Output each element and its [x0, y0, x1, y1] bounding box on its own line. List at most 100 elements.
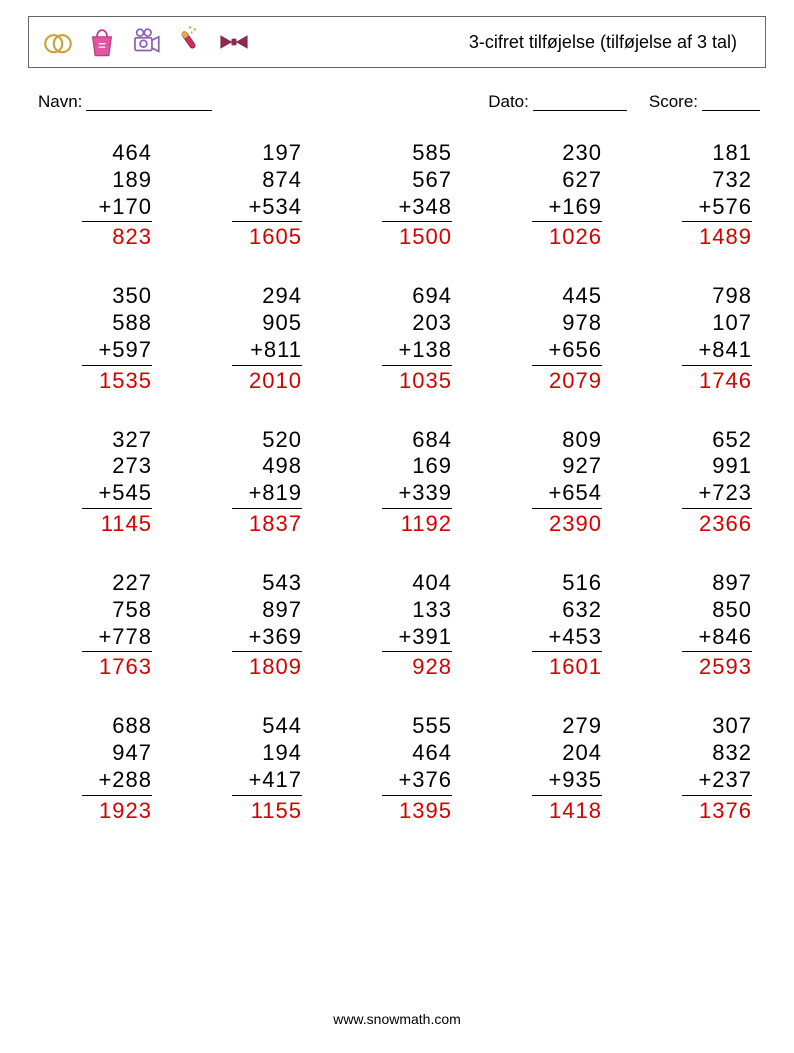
problem-21: 688947+2881923	[42, 713, 152, 824]
answer: 1605	[249, 222, 302, 251]
addend-b: 203	[412, 310, 452, 337]
problem-11: 327273+5451145	[42, 427, 152, 538]
wedding-rings-icon	[41, 25, 75, 59]
answer: 1035	[399, 366, 452, 395]
addend-a: 307	[712, 713, 752, 740]
addend-a: 652	[712, 427, 752, 454]
answer: 928	[412, 652, 452, 681]
problem-1: 464189+170823	[42, 140, 152, 251]
problem-17: 543897+3691809	[192, 570, 302, 681]
shopping-bag-icon	[85, 25, 119, 59]
addend-c: +417	[232, 767, 302, 796]
problem-6: 350588+5971535	[42, 283, 152, 394]
problem-20: 897850+8462593	[642, 570, 752, 681]
addend-b: 758	[112, 597, 152, 624]
problem-2: 197874+5341605	[192, 140, 302, 251]
addend-a: 230	[562, 140, 602, 167]
answer: 1145	[101, 509, 152, 538]
addend-a: 694	[412, 283, 452, 310]
addend-a: 227	[112, 570, 152, 597]
addend-b: 732	[712, 167, 752, 194]
addend-c: +339	[382, 480, 452, 509]
addend-a: 294	[262, 283, 302, 310]
addend-b: 169	[412, 453, 452, 480]
addend-c: +841	[682, 337, 752, 366]
answer: 2390	[549, 509, 602, 538]
date-blank[interactable]	[533, 92, 627, 111]
problem-15: 652991+7232366	[642, 427, 752, 538]
addend-b: 189	[112, 167, 152, 194]
score-label: Score:	[649, 92, 698, 112]
addend-c: +597	[82, 337, 152, 366]
addend-b: 874	[262, 167, 302, 194]
name-blank[interactable]	[86, 92, 212, 111]
addend-c: +778	[82, 624, 152, 653]
addend-a: 809	[562, 427, 602, 454]
problem-8: 694203+1381035	[342, 283, 452, 394]
answer: 2010	[249, 366, 302, 395]
score-blank[interactable]	[702, 92, 760, 111]
problems-grid: 464189+170823 197874+5341605 585567+348150…	[28, 140, 766, 825]
addend-b: 204	[562, 740, 602, 767]
addend-c: +391	[382, 624, 452, 653]
addend-c: +819	[232, 480, 302, 509]
addend-c: +656	[532, 337, 602, 366]
champagne-icon	[173, 25, 207, 59]
addend-a: 555	[412, 713, 452, 740]
addend-c: +348	[382, 194, 452, 223]
addend-b: 194	[262, 740, 302, 767]
addend-a: 897	[712, 570, 752, 597]
answer: 1026	[549, 222, 602, 251]
addend-c: +846	[682, 624, 752, 653]
problem-12: 520498+8191837	[192, 427, 302, 538]
addend-c: +169	[532, 194, 602, 223]
addend-c: +138	[382, 337, 452, 366]
addend-b: 498	[262, 453, 302, 480]
addend-b: 273	[112, 453, 152, 480]
addend-a: 520	[262, 427, 302, 454]
addend-c: +935	[532, 767, 602, 796]
problem-13: 684169+3391192	[342, 427, 452, 538]
answer: 1601	[549, 652, 602, 681]
answer: 1395	[399, 796, 452, 825]
addend-c: +170	[82, 194, 152, 223]
camera-icon	[129, 25, 163, 59]
problem-23: 555464+3761395	[342, 713, 452, 824]
addend-a: 327	[112, 427, 152, 454]
addend-a: 197	[262, 140, 302, 167]
addend-a: 181	[712, 140, 752, 167]
problem-10: 798107+8411746	[642, 283, 752, 394]
addend-a: 585	[412, 140, 452, 167]
addend-b: 927	[562, 453, 602, 480]
addend-c: +453	[532, 624, 602, 653]
addend-a: 544	[262, 713, 302, 740]
problem-18: 404133+391928	[342, 570, 452, 681]
addend-a: 516	[562, 570, 602, 597]
problem-22: 544194+4171155	[192, 713, 302, 824]
problem-3: 585567+3481500	[342, 140, 452, 251]
answer: 1192	[401, 509, 452, 538]
date-label: Dato:	[488, 92, 529, 112]
answer: 1746	[699, 366, 752, 395]
addend-c: +811	[232, 337, 302, 366]
addend-b: 567	[412, 167, 452, 194]
addend-a: 279	[562, 713, 602, 740]
header-icons	[41, 25, 251, 59]
addend-c: +576	[682, 194, 752, 223]
addend-c: +376	[382, 767, 452, 796]
addend-a: 445	[562, 283, 602, 310]
addend-b: 133	[412, 597, 452, 624]
addend-c: +288	[82, 767, 152, 796]
problem-14: 809927+6542390	[492, 427, 602, 538]
problem-25: 307832+2371376	[642, 713, 752, 824]
answer: 1418	[549, 796, 602, 825]
addend-b: 978	[562, 310, 602, 337]
footer-url: www.snowmath.com	[0, 1011, 794, 1027]
answer: 1376	[699, 796, 752, 825]
addend-a: 464	[112, 140, 152, 167]
answer: 1500	[399, 222, 452, 251]
meta-row: Navn: Dato: Score:	[28, 92, 766, 112]
addend-c: +369	[232, 624, 302, 653]
addend-a: 688	[112, 713, 152, 740]
answer: 1535	[99, 366, 152, 395]
